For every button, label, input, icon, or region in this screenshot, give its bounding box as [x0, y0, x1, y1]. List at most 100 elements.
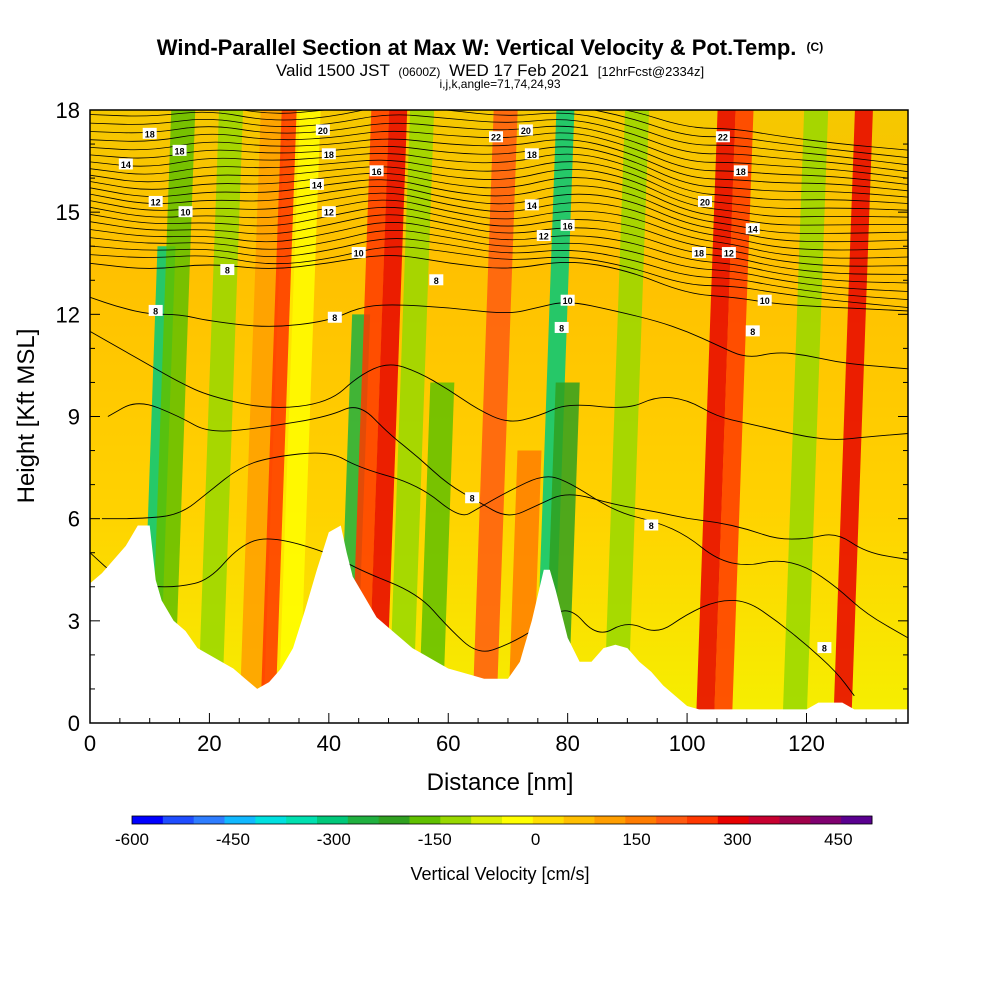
- colorbar-swatch-23: [841, 816, 873, 824]
- contour-label-19: 16: [560, 219, 575, 231]
- theta-contour-4: [90, 296, 908, 370]
- colorbar-swatch-19: [717, 816, 750, 824]
- title-units: (C): [807, 40, 824, 54]
- contour-label-21: 10: [560, 294, 575, 306]
- colorbar-swatch-9: [409, 816, 441, 824]
- subtitle-indices: i,j,k,angle=71,74,24,93: [439, 77, 560, 91]
- subtitle-valid: Valid 1500 JST: [276, 61, 390, 80]
- colorbar-swatch-6: [317, 816, 349, 824]
- colorbar-swatch-11: [471, 816, 503, 824]
- svg-text:Wind-Parallel Section at Max W: Wind-Parallel Section at Max W: Vertical…: [157, 35, 823, 60]
- y-tick-label-3: 9: [68, 405, 80, 430]
- chart-title: Wind-Parallel Section at Max W: Vertical…: [157, 35, 797, 60]
- svg-text:8: 8: [649, 521, 654, 531]
- contour-label-17: 18: [524, 148, 539, 160]
- upper-theta-contour-19: [90, 114, 908, 172]
- colorbar-tick-3: -150: [418, 830, 452, 849]
- x-tick-label-0: 0: [84, 731, 96, 756]
- upper-theta-contour-9: [90, 185, 908, 243]
- colorbar-label: Vertical Velocity [cm/s]: [410, 864, 589, 884]
- contour-label-18: 14: [524, 199, 539, 211]
- svg-text:14: 14: [527, 201, 537, 211]
- contour-label-9: 16: [369, 165, 384, 177]
- upper-theta-contour-14: [90, 153, 908, 204]
- colorbar-swatch-5: [286, 816, 318, 824]
- svg-text:10: 10: [354, 249, 364, 259]
- velocity-band-15: [603, 110, 650, 723]
- theta-contour-5: [90, 255, 908, 312]
- upper-theta-contour-6: [90, 206, 908, 267]
- svg-text:10: 10: [760, 296, 770, 306]
- y-tick-label-6: 18: [56, 98, 80, 123]
- velocity-band-8: [367, 110, 408, 723]
- contour-label-3: 12: [148, 195, 163, 207]
- x-tick-label-1: 20: [197, 731, 221, 756]
- colorbar-swatch-3: [224, 816, 256, 824]
- colorbar-swatch-13: [532, 816, 565, 824]
- contour-label-30: 8: [745, 325, 760, 337]
- contour-label-23: 22: [715, 131, 730, 143]
- upper-theta-contours: [90, 110, 908, 308]
- upper-theta-contour-22: [623, 110, 908, 151]
- svg-text:22: 22: [491, 133, 501, 143]
- svg-text:20: 20: [521, 126, 531, 136]
- upper-theta-contour-11: [90, 172, 908, 226]
- y-tick-label-2: 6: [68, 507, 80, 532]
- colorbar-swatch-15: [594, 816, 626, 824]
- upper-theta-contour-1: [90, 246, 908, 308]
- upper-theta-contour-13: [90, 159, 908, 211]
- contour-label-22: 8: [554, 321, 569, 333]
- svg-text:8: 8: [434, 276, 439, 286]
- contour-label-26: 14: [745, 223, 760, 235]
- theta-contour-3: [90, 331, 908, 440]
- velocity-band-1: [149, 110, 196, 723]
- contour-label-8: 18: [321, 148, 336, 160]
- upper-theta-contour-3: [90, 230, 908, 292]
- colorbar-tick-5: 150: [622, 830, 650, 849]
- contour-label-7: 20: [315, 124, 330, 136]
- contour-label-33: 8: [817, 642, 832, 654]
- svg-text:14: 14: [121, 160, 131, 170]
- contour-label-24: 20: [697, 195, 712, 207]
- svg-text:8: 8: [332, 313, 337, 323]
- colorbar-swatch-17: [656, 816, 688, 824]
- svg-text:12: 12: [539, 232, 549, 242]
- x-tick-label-6: 120: [788, 731, 825, 756]
- colorbar-swatch-21: [779, 816, 811, 824]
- contour-label-16: 20: [518, 124, 533, 136]
- theta-contours: [90, 255, 908, 697]
- svg-text:Valid 1500 JST (0600Z): Valid 1500 JST (0600Z) WED 17 Feb 2021 […: [276, 61, 704, 80]
- contour-label-15: 22: [489, 131, 504, 143]
- colorbar-swatch-1: [162, 816, 195, 824]
- svg-text:12: 12: [151, 197, 161, 207]
- colorbar-swatch-12: [502, 816, 534, 824]
- colorbar-tick-7: 450: [824, 830, 852, 849]
- svg-text:18: 18: [175, 146, 185, 156]
- title-block: Wind-Parallel Section at Max W: Vertical…: [157, 35, 823, 91]
- contour-label-11: 12: [321, 206, 336, 218]
- svg-text:10: 10: [563, 296, 573, 306]
- upper-theta-contour-18: [90, 122, 908, 179]
- contour-label-20: 12: [536, 230, 551, 242]
- svg-text:14: 14: [312, 180, 322, 190]
- x-tick-label-3: 60: [436, 731, 460, 756]
- contour-label-28: 12: [721, 247, 736, 259]
- contour-label-0: 18: [142, 127, 157, 139]
- upper-theta-contour-17: [90, 130, 908, 185]
- svg-text:16: 16: [372, 167, 382, 177]
- svg-text:8: 8: [470, 494, 475, 504]
- velocity-band-3: [239, 110, 285, 723]
- colorbar-swatch-20: [748, 816, 780, 824]
- svg-text:18: 18: [527, 150, 537, 160]
- contour-label-27: 18: [692, 247, 707, 259]
- colorbar-swatch-14: [563, 816, 595, 824]
- contour-label-31: 8: [465, 492, 480, 504]
- y-tick-label-5: 15: [56, 200, 80, 225]
- colorbar-tick-0: -600: [115, 830, 149, 849]
- terrain-mask: [90, 525, 908, 723]
- colorbar-tick-labels: -600 -450 -300 -150 0 150 300 450: [115, 830, 853, 849]
- colorbar-swatch-8: [378, 816, 410, 824]
- colorbar-swatch-2: [193, 816, 225, 824]
- velocity-band-17: [713, 110, 754, 723]
- svg-text:20: 20: [318, 126, 328, 136]
